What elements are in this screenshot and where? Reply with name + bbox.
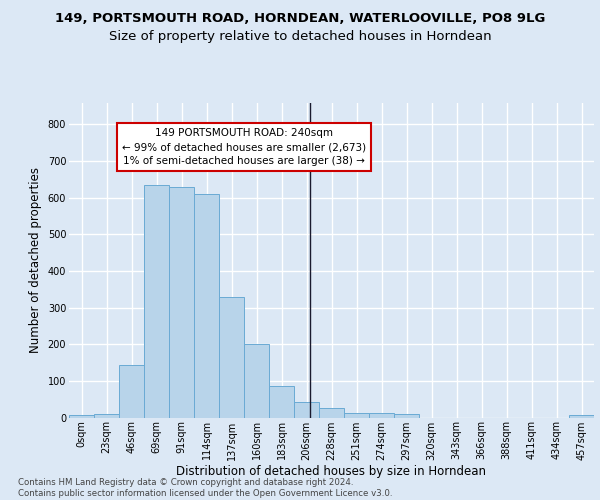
Text: 149 PORTSMOUTH ROAD: 240sqm
← 99% of detached houses are smaller (2,673)
1% of s: 149 PORTSMOUTH ROAD: 240sqm ← 99% of det… xyxy=(122,128,366,166)
Bar xyxy=(69,415,94,418)
Bar xyxy=(119,365,144,418)
Bar xyxy=(244,344,269,418)
Bar xyxy=(344,413,369,418)
Bar xyxy=(319,408,344,418)
Bar xyxy=(94,414,119,418)
Y-axis label: Number of detached properties: Number of detached properties xyxy=(29,167,42,353)
Text: Contains HM Land Registry data © Crown copyright and database right 2024.
Contai: Contains HM Land Registry data © Crown c… xyxy=(18,478,392,498)
Text: 149, PORTSMOUTH ROAD, HORNDEAN, WATERLOOVILLE, PO8 9LG: 149, PORTSMOUTH ROAD, HORNDEAN, WATERLOO… xyxy=(55,12,545,26)
Bar xyxy=(144,184,169,418)
Bar xyxy=(569,415,594,418)
Bar xyxy=(219,296,244,418)
Bar xyxy=(169,186,194,418)
Bar xyxy=(369,413,394,418)
X-axis label: Distribution of detached houses by size in Horndean: Distribution of detached houses by size … xyxy=(176,465,487,478)
Text: Size of property relative to detached houses in Horndean: Size of property relative to detached ho… xyxy=(109,30,491,43)
Bar xyxy=(394,414,419,418)
Bar xyxy=(269,386,294,418)
Bar xyxy=(194,194,219,418)
Bar xyxy=(294,402,319,417)
